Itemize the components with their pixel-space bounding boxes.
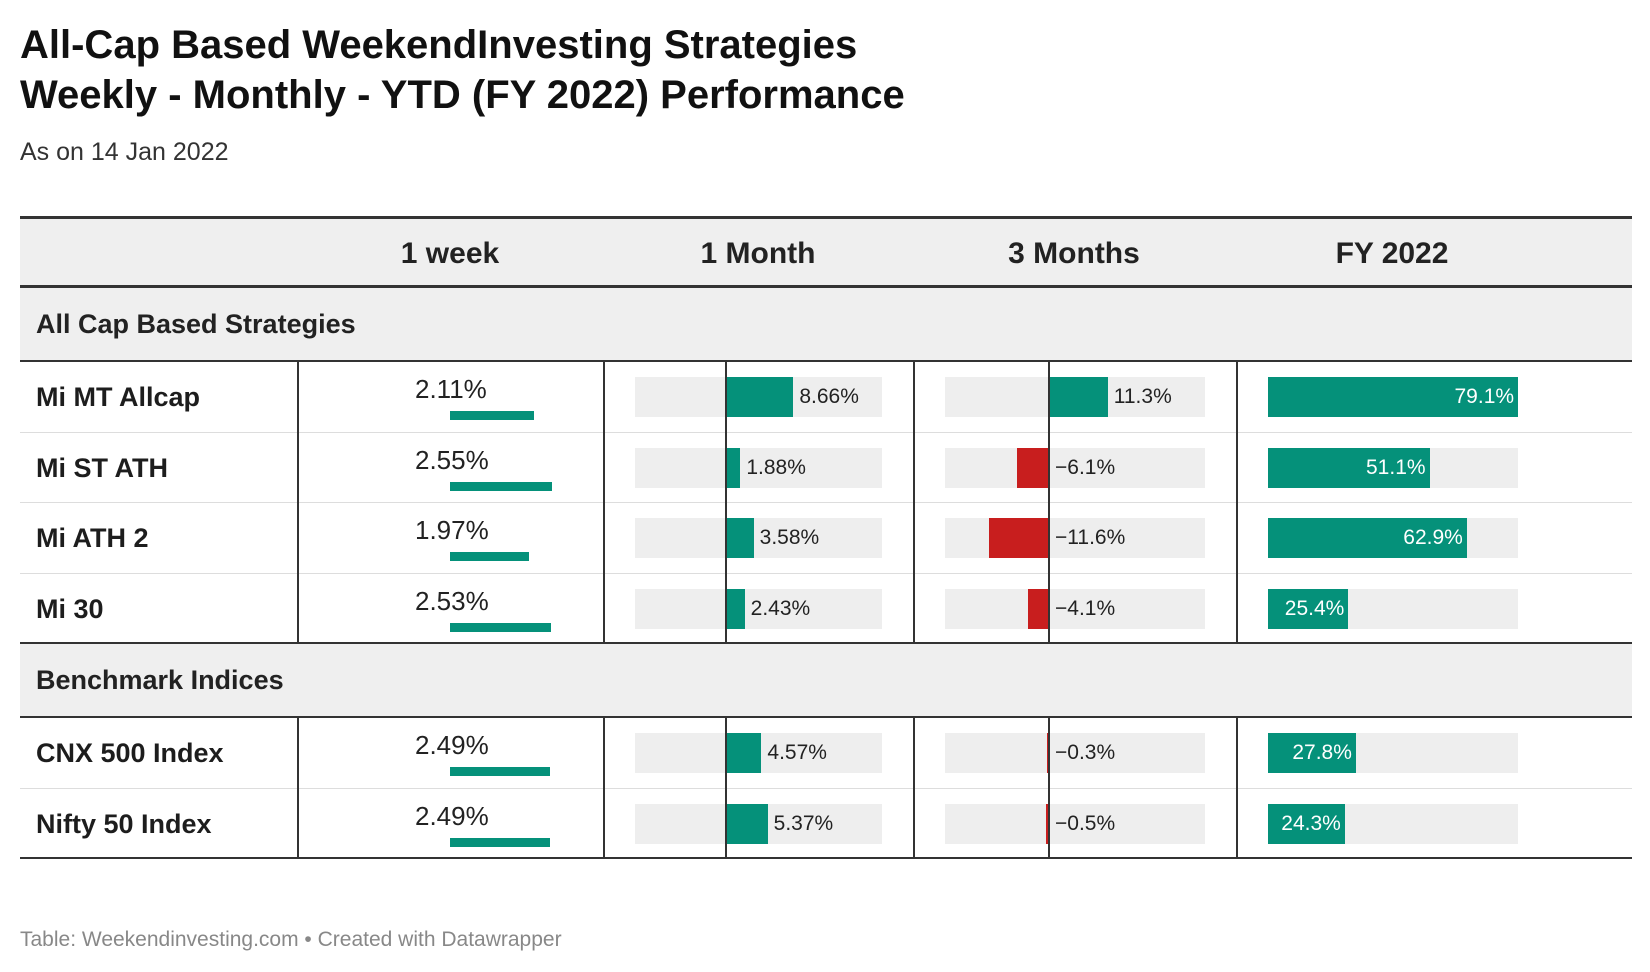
- column-divider: [297, 718, 299, 859]
- week-bar: [450, 411, 535, 420]
- table-row: CNX 500 Index 2.49% 4.57% −0.3% 27.8%: [20, 718, 1632, 789]
- column-header: FY 2022: [1335, 237, 1449, 270]
- bar-track: [945, 447, 1205, 488]
- bar-track: [635, 447, 882, 488]
- data-label: 27.8%: [1292, 741, 1352, 765]
- chart-subtitle: As on 14 Jan 2022: [20, 138, 229, 166]
- data-bar: [1268, 733, 1356, 774]
- row-name: Mi MT Allcap: [36, 382, 201, 412]
- table-row: Mi ST ATH 2.55% 1.88% −6.1% 51.1%: [20, 433, 1632, 503]
- bar-track: [945, 518, 1205, 559]
- row-name: Nifty 50 Index: [36, 808, 212, 839]
- column-divider: [913, 718, 915, 859]
- data-bar: [1268, 518, 1467, 559]
- column-header: 1 week: [400, 237, 500, 270]
- bar-track: [635, 518, 882, 559]
- week-value: 2.49%: [415, 800, 489, 831]
- data-bar: [1268, 588, 1349, 629]
- week-bar: [450, 481, 552, 491]
- week-value: 2.49%: [415, 730, 489, 760]
- zero-line: [724, 362, 727, 644]
- data-label: 25.4%: [1284, 596, 1345, 620]
- data-label: −4.1%: [1055, 596, 1116, 620]
- source-footer: Table: Weekendinvesting.com • Created wi…: [20, 928, 562, 951]
- data-bar: [725, 588, 745, 629]
- data-bar: [725, 803, 768, 844]
- data-label: 62.9%: [1403, 526, 1463, 550]
- data-label: 8.66%: [799, 385, 859, 409]
- data-label: 51.1%: [1366, 455, 1426, 479]
- zero-line: [1048, 718, 1050, 859]
- bar-track: [945, 803, 1205, 844]
- data-bar: [725, 518, 754, 559]
- data-label: 24.3%: [1281, 811, 1341, 835]
- row-name: CNX 500 Index: [36, 738, 224, 768]
- chart-title: All-Cap Based WeekendInvesting Strategie…: [20, 23, 905, 117]
- week-value: 1.97%: [415, 515, 489, 545]
- data-bar: [1017, 447, 1049, 488]
- group-label: Benchmark Indices: [36, 665, 284, 695]
- data-label: 3.58%: [759, 526, 820, 550]
- bar-track: [945, 588, 1205, 629]
- week-bar: [450, 767, 550, 776]
- column-divider: [603, 718, 605, 859]
- column-header: 3 Months: [1008, 237, 1140, 270]
- data-label: −11.6%: [1055, 526, 1126, 550]
- group-label: All Cap Based Strategies: [36, 309, 356, 339]
- data-label: −0.5%: [1055, 811, 1116, 835]
- data-label: −0.3%: [1055, 741, 1116, 765]
- week-bar: [450, 622, 552, 632]
- column-header: 1 Month: [700, 237, 816, 270]
- data-label: 5.37%: [773, 811, 834, 835]
- zero-line: [1048, 362, 1050, 644]
- data-label: 11.3%: [1113, 385, 1172, 409]
- row-name: Mi ATH 2: [36, 523, 149, 553]
- bar-track: [635, 588, 882, 629]
- table-header: 1 week 1 Month 3 Months FY 2022: [20, 216, 1632, 288]
- column-divider: [1236, 718, 1238, 859]
- data-bar: [1268, 377, 1518, 418]
- table-row: Mi 30 2.53% 2.43% −4.1% 25.4%: [20, 574, 1632, 644]
- data-bar: [1046, 803, 1049, 844]
- table-row: Mi ATH 2 1.97% 3.58% −11.6% 62.9%: [20, 503, 1632, 574]
- week-bar: [450, 837, 550, 847]
- table-row: Mi MT Allcap 2.11% 8.66% 11.3% 79.1%: [20, 362, 1632, 433]
- group-header: All Cap Based Strategies: [20, 288, 1632, 362]
- data-bar: [1268, 447, 1430, 488]
- week-value: 2.55%: [415, 444, 489, 475]
- column-divider: [1236, 362, 1238, 644]
- data-label: 4.57%: [767, 741, 827, 765]
- group-header: Benchmark Indices: [20, 644, 1632, 718]
- data-bar: [988, 518, 1049, 559]
- column-divider: [913, 362, 915, 644]
- row-name: Mi ST ATH: [36, 452, 168, 483]
- data-label: 1.88%: [746, 455, 806, 479]
- zero-line: [724, 718, 727, 859]
- week-bar: [450, 552, 529, 561]
- data-bar: [725, 733, 762, 774]
- data-bar: [725, 447, 741, 488]
- week-value: 2.53%: [415, 585, 489, 616]
- row-name: Mi 30: [36, 593, 104, 624]
- data-bar: [1049, 377, 1108, 418]
- table-row: Nifty 50 Index 2.49% 5.37% −0.5% 24.3%: [20, 789, 1632, 859]
- bar-track: [945, 733, 1205, 774]
- data-label: 2.43%: [750, 596, 811, 620]
- column-divider: [603, 362, 605, 644]
- column-divider: [297, 362, 299, 644]
- data-bar: [1268, 803, 1345, 844]
- week-value: 2.11%: [415, 374, 487, 404]
- data-label: −6.1%: [1055, 455, 1116, 479]
- data-bar: [1027, 588, 1049, 629]
- data-label: 79.1%: [1454, 385, 1515, 409]
- data-bar: [725, 377, 794, 418]
